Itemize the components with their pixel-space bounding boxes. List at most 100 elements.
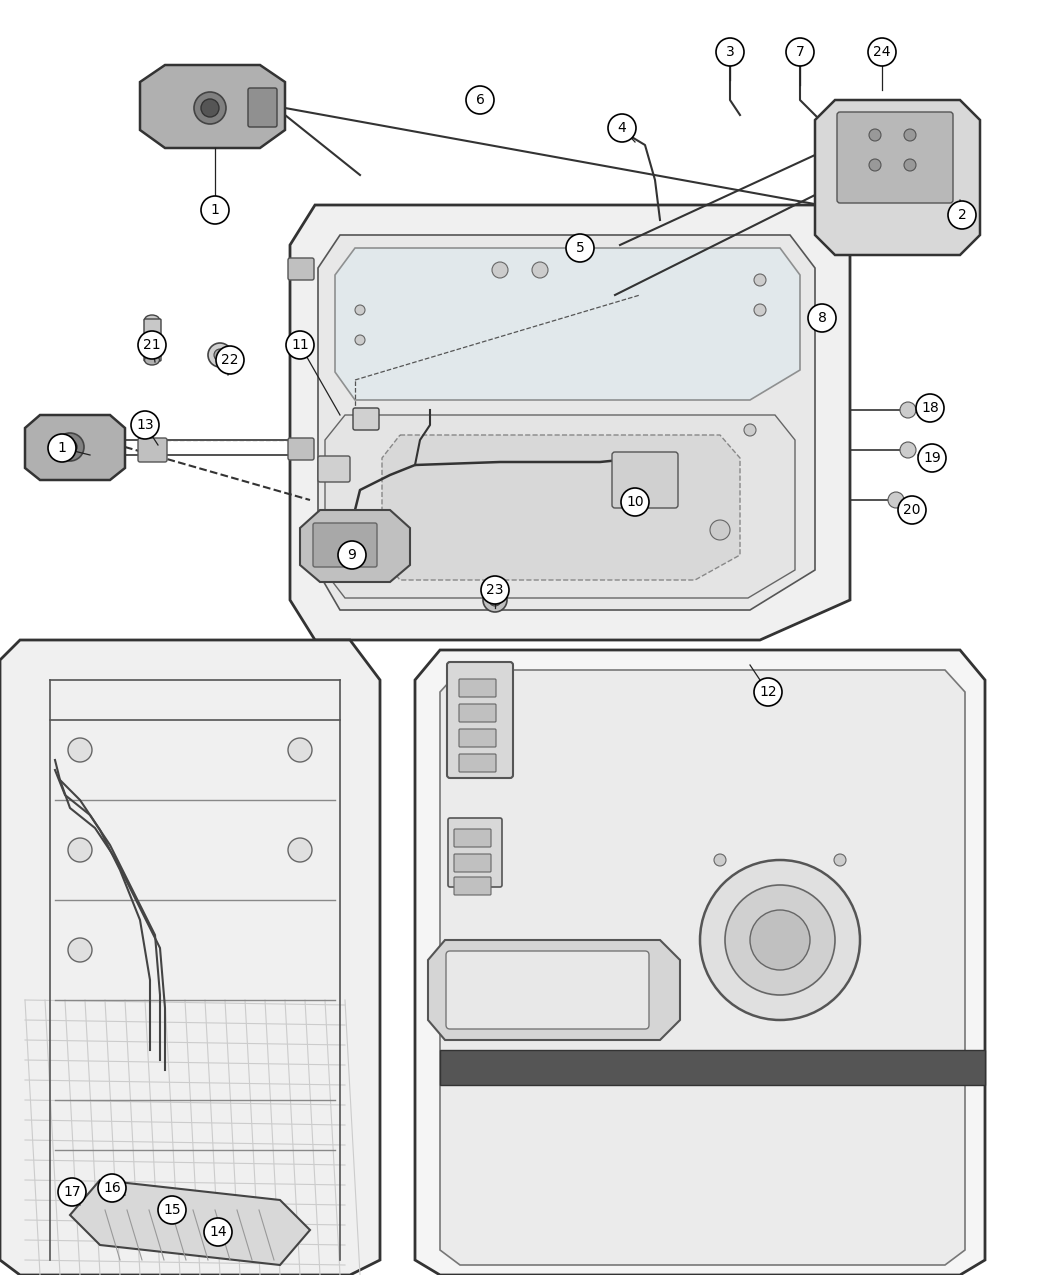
Circle shape [754, 274, 766, 286]
Ellipse shape [145, 354, 160, 365]
Text: 24: 24 [874, 45, 890, 59]
Text: 18: 18 [921, 402, 939, 414]
FancyBboxPatch shape [612, 453, 678, 507]
Text: 11: 11 [291, 338, 309, 352]
Circle shape [918, 444, 946, 472]
FancyBboxPatch shape [446, 951, 649, 1029]
FancyBboxPatch shape [440, 1051, 985, 1085]
Polygon shape [428, 940, 680, 1040]
Polygon shape [326, 414, 795, 598]
Circle shape [492, 261, 508, 278]
FancyBboxPatch shape [837, 112, 953, 203]
FancyBboxPatch shape [138, 439, 167, 462]
Circle shape [138, 332, 166, 360]
Text: 6: 6 [476, 93, 484, 107]
Circle shape [201, 196, 229, 224]
Polygon shape [415, 650, 985, 1275]
Circle shape [700, 861, 860, 1020]
Text: 1: 1 [211, 203, 219, 217]
Circle shape [869, 129, 881, 142]
Circle shape [900, 442, 916, 458]
Circle shape [716, 38, 744, 66]
Circle shape [56, 434, 84, 462]
Circle shape [483, 588, 507, 612]
Circle shape [63, 440, 77, 454]
FancyBboxPatch shape [313, 523, 377, 567]
Circle shape [68, 938, 92, 963]
Circle shape [714, 854, 726, 866]
Circle shape [869, 159, 881, 171]
FancyBboxPatch shape [454, 877, 491, 895]
Circle shape [489, 594, 501, 606]
Circle shape [868, 38, 896, 66]
Circle shape [48, 434, 76, 462]
Circle shape [754, 303, 766, 316]
FancyBboxPatch shape [248, 88, 277, 128]
Polygon shape [382, 435, 740, 580]
Polygon shape [440, 669, 965, 1265]
FancyBboxPatch shape [144, 319, 161, 361]
Text: 5: 5 [575, 241, 585, 255]
Circle shape [898, 496, 926, 524]
FancyBboxPatch shape [448, 819, 502, 887]
Circle shape [916, 394, 944, 422]
Circle shape [724, 885, 835, 994]
Circle shape [532, 261, 548, 278]
Circle shape [621, 488, 649, 516]
FancyBboxPatch shape [447, 662, 513, 778]
Circle shape [288, 838, 312, 862]
Circle shape [58, 1178, 86, 1206]
Circle shape [214, 349, 226, 361]
Circle shape [355, 305, 365, 315]
Circle shape [786, 38, 814, 66]
Text: 3: 3 [726, 45, 734, 59]
Circle shape [216, 346, 244, 374]
Text: 23: 23 [486, 583, 504, 597]
Circle shape [338, 541, 366, 569]
Circle shape [750, 910, 810, 970]
Circle shape [900, 402, 916, 418]
FancyBboxPatch shape [288, 258, 314, 280]
Circle shape [888, 492, 904, 507]
Polygon shape [335, 249, 800, 400]
Circle shape [204, 1218, 232, 1246]
Text: 21: 21 [143, 338, 161, 352]
Text: 12: 12 [759, 685, 777, 699]
FancyBboxPatch shape [459, 754, 496, 771]
Text: 16: 16 [103, 1181, 121, 1195]
Circle shape [68, 738, 92, 762]
Polygon shape [70, 1179, 310, 1265]
FancyBboxPatch shape [454, 829, 491, 847]
Polygon shape [25, 414, 125, 479]
Ellipse shape [145, 315, 160, 325]
Circle shape [194, 92, 226, 124]
Text: 13: 13 [136, 418, 153, 432]
Text: 8: 8 [818, 311, 826, 325]
Text: 22: 22 [222, 353, 238, 367]
Text: 17: 17 [63, 1184, 81, 1198]
Circle shape [481, 576, 509, 604]
Circle shape [710, 520, 730, 541]
Text: 2: 2 [958, 208, 966, 222]
FancyBboxPatch shape [318, 456, 350, 482]
Polygon shape [318, 235, 815, 609]
Circle shape [744, 425, 756, 436]
Circle shape [208, 343, 232, 367]
FancyBboxPatch shape [459, 680, 496, 697]
Polygon shape [815, 99, 980, 255]
FancyBboxPatch shape [353, 408, 379, 430]
Circle shape [68, 838, 92, 862]
Circle shape [904, 129, 916, 142]
Text: 7: 7 [796, 45, 804, 59]
FancyBboxPatch shape [288, 439, 314, 460]
Circle shape [131, 411, 159, 439]
Text: 9: 9 [348, 548, 356, 562]
Text: 1: 1 [58, 441, 66, 455]
Circle shape [201, 99, 219, 117]
Text: 19: 19 [923, 451, 941, 465]
Text: 14: 14 [209, 1225, 227, 1239]
Circle shape [948, 201, 976, 229]
Circle shape [98, 1174, 126, 1202]
Polygon shape [0, 640, 380, 1275]
Circle shape [286, 332, 314, 360]
